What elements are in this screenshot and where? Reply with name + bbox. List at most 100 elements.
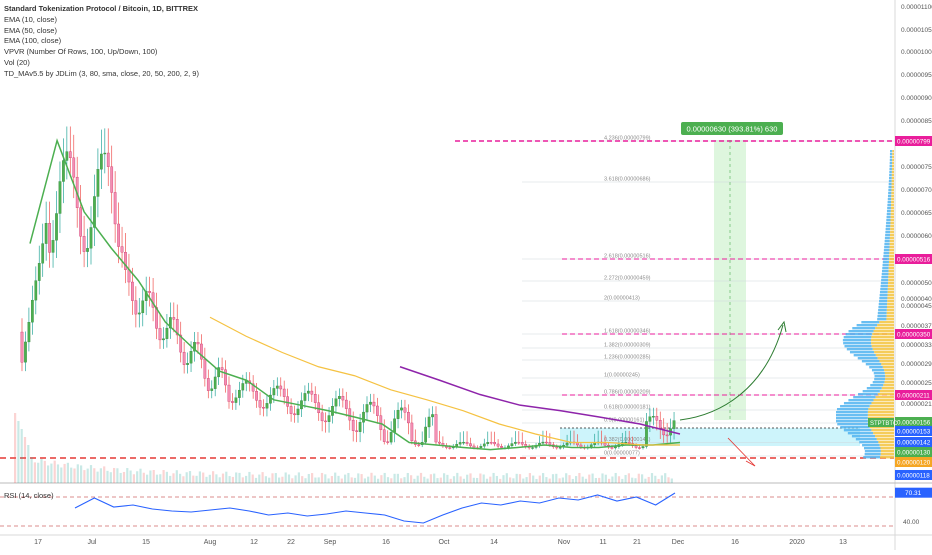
volume-bar <box>386 477 390 483</box>
volume-bar <box>357 473 360 483</box>
vpvr-bar-down <box>871 345 894 348</box>
volume-bar <box>301 476 304 483</box>
vpvr-bar-down <box>890 231 894 234</box>
volume-bar <box>429 474 432 483</box>
volume-bar <box>40 458 43 483</box>
vpvr-bar-down <box>878 441 894 444</box>
candle-body <box>396 409 400 419</box>
volume-bar <box>650 473 654 483</box>
vpvr-bar-down <box>887 294 894 297</box>
volume-bar <box>571 478 574 483</box>
price-tag-label: 0.00000142 <box>897 440 931 447</box>
vpvr-bar-down <box>891 180 894 183</box>
volume-bar <box>139 468 142 483</box>
vpvr-bar-up <box>862 444 880 447</box>
volume-bar <box>396 473 399 483</box>
chart-legend: Standard Tokenization Protocol / Bitcoin… <box>4 4 199 80</box>
candle-body <box>610 447 614 449</box>
volume-bar <box>225 471 228 483</box>
vpvr-bar-down <box>877 357 894 360</box>
volume-bar <box>56 464 60 483</box>
candle-body <box>165 327 169 339</box>
volume-bar <box>410 475 413 483</box>
candle-body <box>186 363 189 365</box>
price-tag-label: 0.00000153 <box>897 429 931 436</box>
volume-bar <box>502 475 505 483</box>
volume-bar <box>271 473 274 483</box>
volume-bar <box>274 473 277 483</box>
y-tick-label: 0.00001050 <box>901 27 932 34</box>
volume-bar <box>657 478 660 483</box>
vpvr-bar-up <box>858 393 878 396</box>
volume-bar <box>212 471 215 483</box>
vpvr-bar-down <box>875 396 894 399</box>
candle-body <box>375 405 379 416</box>
indicator-vol: Vol (20) <box>4 57 30 67</box>
candle-body <box>369 401 372 405</box>
vpvr-bar-up <box>873 372 885 375</box>
volume-bar <box>235 472 238 483</box>
vpvr-bar-down <box>888 264 894 267</box>
vpvr-bar-down <box>880 456 894 459</box>
candle-body <box>158 328 162 341</box>
candle-body <box>389 432 393 443</box>
x-tick-label: Oct <box>439 539 450 546</box>
vpvr-bar-up <box>846 348 873 351</box>
volume-bar <box>155 474 159 483</box>
volume-bar <box>624 474 627 483</box>
candle-body <box>168 317 172 329</box>
vpvr-bar-down <box>884 369 894 372</box>
price-tag-box <box>895 426 932 436</box>
volume-bar <box>334 472 337 483</box>
volume-bar <box>647 476 650 483</box>
candle-body <box>510 443 514 447</box>
x-tick-label: 21 <box>633 539 641 546</box>
candle-body <box>624 441 628 444</box>
candle-body <box>51 240 55 253</box>
indicator-ema100: EMA (100, close) <box>4 36 62 46</box>
candle-body <box>127 269 131 283</box>
candle-body <box>117 223 120 247</box>
volume-bar <box>472 477 475 483</box>
volume-bar <box>268 477 271 483</box>
x-tick-label: Dec <box>672 539 685 546</box>
vpvr-bar-down <box>888 270 894 273</box>
candle-body <box>438 441 441 444</box>
volume-bar <box>159 474 162 483</box>
candle-body <box>265 403 269 409</box>
vpvr-bar-up <box>866 387 882 390</box>
price-tag-label: 0.00000130 <box>897 450 931 457</box>
price-tag-box <box>895 254 932 264</box>
volume-bar <box>83 470 86 483</box>
volume-bar <box>594 478 597 483</box>
candle-body <box>410 422 414 442</box>
vpvr-bar-up <box>886 219 891 222</box>
vpvr-bar-up <box>872 381 885 384</box>
vpvr-bar-down <box>890 222 894 225</box>
vpvr-bar-up <box>847 432 874 435</box>
candle-body <box>458 442 462 445</box>
vpvr-bar-down <box>875 435 894 438</box>
x-tick-label: 15 <box>142 539 150 546</box>
vpvr-bar-up <box>842 339 871 342</box>
candle-body <box>106 152 110 167</box>
volume-bar <box>109 472 112 483</box>
vpvr-bar-down <box>892 156 894 159</box>
candle-body <box>489 442 493 444</box>
vpvr-bar-down <box>891 168 894 171</box>
volume-bar <box>664 473 667 483</box>
vpvr-bar-down <box>889 249 894 252</box>
candle-body <box>641 446 645 449</box>
candle-body <box>182 351 186 365</box>
vpvr-bar-up <box>887 207 891 210</box>
candle-body <box>665 434 669 437</box>
vpvr-bar-up <box>885 228 891 231</box>
volume-bar <box>47 465 50 483</box>
volume-bar <box>495 475 498 483</box>
volume-bar <box>43 460 46 483</box>
volume-bar <box>568 475 571 483</box>
candle-body <box>652 416 655 418</box>
vpvr-bar-down <box>872 333 894 336</box>
